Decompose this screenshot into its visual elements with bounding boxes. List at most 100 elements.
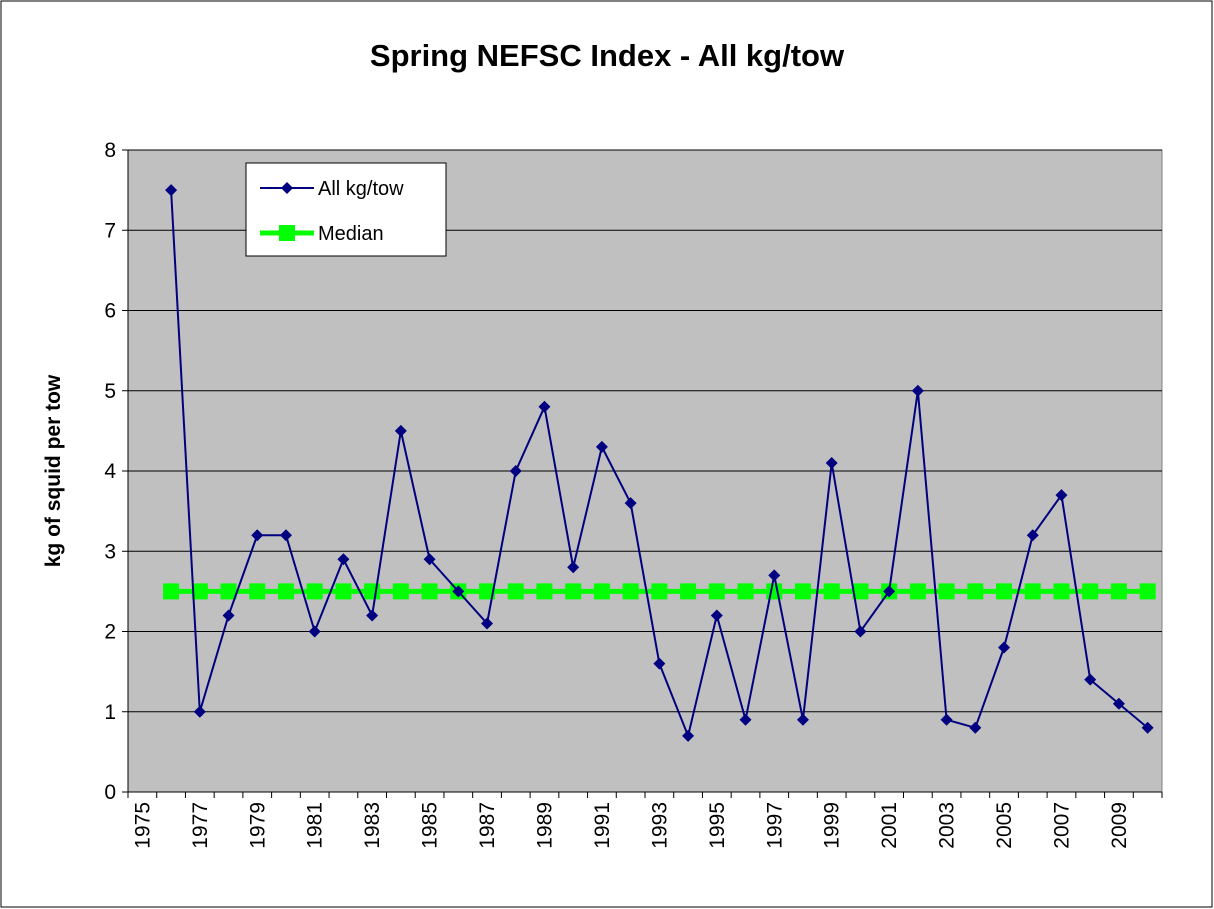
median-marker xyxy=(823,583,840,600)
y-axis-label: kg of squid per tow xyxy=(42,374,65,567)
x-tick-label: 1989 xyxy=(533,802,556,849)
median-marker xyxy=(996,583,1013,600)
median-marker xyxy=(1110,583,1127,600)
x-tick-label: 1987 xyxy=(476,802,499,849)
data-point xyxy=(624,497,637,510)
x-tick-label: 1977 xyxy=(189,802,212,849)
data-point xyxy=(911,384,924,397)
y-tick-label: 5 xyxy=(104,380,116,403)
median-marker xyxy=(909,583,926,600)
y-tick-label: 3 xyxy=(104,540,116,563)
y-tick-label: 0 xyxy=(104,781,116,804)
y-tick-label: 1 xyxy=(104,701,116,724)
data-point xyxy=(567,561,580,574)
data-point xyxy=(165,184,178,197)
median-marker xyxy=(1139,583,1156,600)
median-marker xyxy=(680,583,697,600)
data-point xyxy=(1084,673,1097,686)
data-point xyxy=(279,529,292,542)
data-point xyxy=(509,465,522,477)
data-point xyxy=(1026,529,1039,542)
x-tick-label: 1991 xyxy=(591,802,614,849)
median-marker xyxy=(1082,583,1099,600)
data-point xyxy=(595,440,608,453)
data-point xyxy=(969,721,982,734)
x-tick-label: 2001 xyxy=(878,802,901,849)
x-tick-label: 2003 xyxy=(936,802,959,849)
median-marker xyxy=(593,583,610,600)
median-marker xyxy=(163,583,180,600)
x-tick-label: 1975 xyxy=(131,802,154,849)
y-tick-label: 7 xyxy=(104,219,116,242)
x-tick-label: 2005 xyxy=(993,802,1016,849)
data-point xyxy=(481,617,494,630)
data-point xyxy=(998,641,1011,654)
median-marker xyxy=(651,583,668,600)
x-tick-label: 1979 xyxy=(246,802,269,849)
data-point xyxy=(394,424,407,437)
median-marker xyxy=(479,583,496,600)
median-marker xyxy=(708,583,725,600)
y-tick-label: 6 xyxy=(104,300,116,323)
data-point xyxy=(825,456,838,469)
x-tick-label: 1995 xyxy=(706,802,729,849)
data-point xyxy=(768,569,781,582)
data-point xyxy=(1055,489,1068,502)
median-marker xyxy=(794,583,811,600)
data-point xyxy=(222,609,235,622)
data-point xyxy=(653,657,666,670)
x-tick-label: 1981 xyxy=(304,802,327,849)
legend-marker xyxy=(281,182,293,194)
data-point xyxy=(423,553,436,566)
median-marker xyxy=(191,583,208,600)
x-tick-label: 1993 xyxy=(648,802,671,849)
x-tick-label: 2009 xyxy=(1108,802,1131,849)
median-marker xyxy=(1053,583,1070,600)
data-point xyxy=(710,609,723,622)
y-tick-label: 8 xyxy=(104,139,116,162)
median-marker xyxy=(249,583,266,600)
data-point xyxy=(1112,697,1125,710)
data-point xyxy=(193,705,206,718)
legend-label: All kg/tow xyxy=(318,178,404,200)
median-marker xyxy=(421,583,438,600)
data-point xyxy=(854,625,867,638)
data-point xyxy=(1141,721,1154,734)
data-point xyxy=(251,529,264,542)
median-marker xyxy=(967,583,984,600)
data-point xyxy=(308,625,321,638)
y-tick-label: 2 xyxy=(104,621,116,644)
chart-title: Spring NEFSC Index - All kg/tow xyxy=(370,38,845,73)
median-marker xyxy=(306,583,323,600)
x-tick-label: 1999 xyxy=(821,802,844,849)
data-point xyxy=(940,713,953,726)
median-marker xyxy=(565,583,582,600)
median-marker xyxy=(335,583,352,600)
data-point xyxy=(796,713,809,726)
data-point xyxy=(682,729,695,742)
x-tick-label: 1997 xyxy=(763,802,786,849)
median-marker xyxy=(737,583,754,600)
x-tick-label: 2007 xyxy=(1050,802,1073,849)
median-marker xyxy=(766,583,783,600)
median-marker xyxy=(220,583,237,600)
median-marker xyxy=(536,583,553,600)
data-point xyxy=(538,400,551,413)
median-marker xyxy=(277,583,294,600)
median-marker xyxy=(507,583,524,600)
data-point xyxy=(452,585,465,598)
legend-label: Median xyxy=(318,223,384,245)
median-marker xyxy=(1024,583,1041,600)
x-tick-label: 1985 xyxy=(419,802,442,849)
median-marker xyxy=(938,583,955,600)
median-marker xyxy=(622,583,639,600)
median-marker xyxy=(392,583,409,600)
data-point xyxy=(883,585,896,598)
data-point xyxy=(337,553,350,566)
data-point xyxy=(739,713,752,726)
data-point xyxy=(366,609,379,622)
legend-marker xyxy=(279,225,295,241)
x-tick-label: 1983 xyxy=(361,802,384,849)
y-tick-label: 4 xyxy=(104,460,116,483)
